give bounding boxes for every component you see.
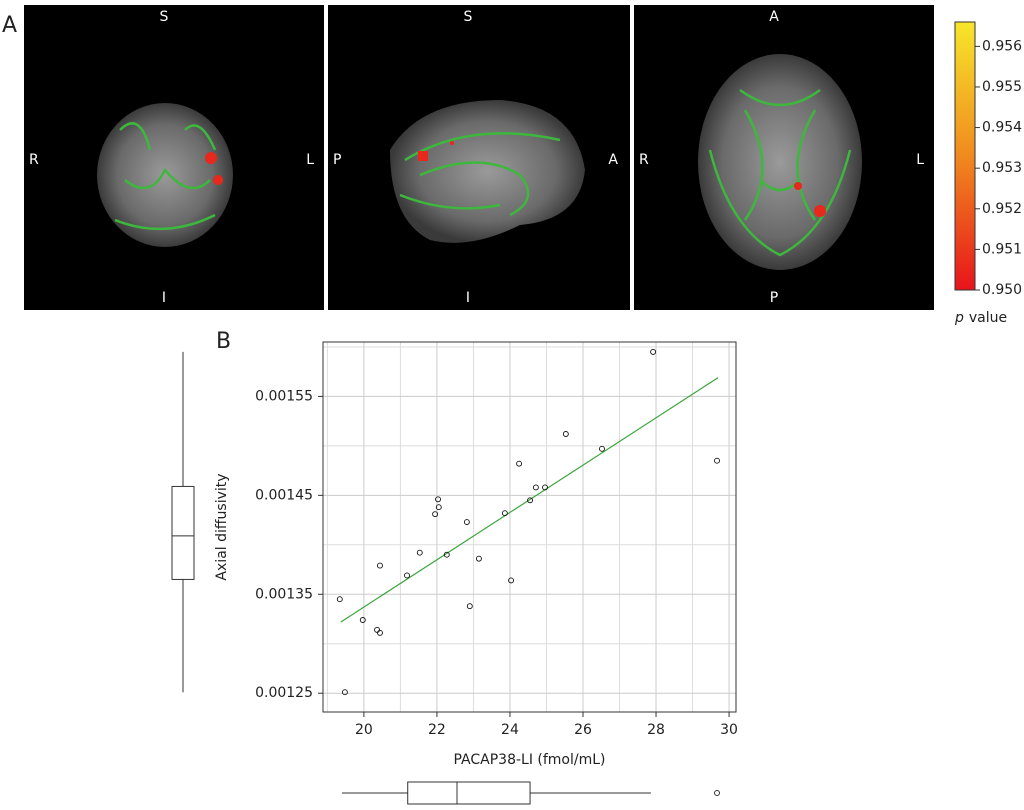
orientation-label: P bbox=[770, 290, 778, 306]
data-point bbox=[516, 460, 523, 467]
orientation-label: L bbox=[306, 152, 314, 168]
data-point bbox=[416, 549, 423, 556]
panel-label: A bbox=[2, 13, 17, 38]
colorbar-tick-label: 0.953 bbox=[982, 160, 1022, 176]
data-point bbox=[336, 596, 343, 603]
x-tick-label: 30 bbox=[720, 722, 738, 738]
orientation-label: R bbox=[29, 152, 39, 168]
panel-label: B bbox=[216, 329, 231, 354]
y-tick-label: 0.00155 bbox=[255, 388, 313, 404]
data-point bbox=[714, 457, 720, 464]
colorbar-title: p value bbox=[954, 310, 1007, 326]
orientation-label: L bbox=[916, 152, 924, 168]
colorbar-tick-label: 0.950 bbox=[982, 282, 1022, 298]
box-outlier bbox=[714, 790, 721, 796]
orientation-label: I bbox=[466, 290, 470, 306]
orientation-label: P bbox=[333, 152, 341, 168]
data-point bbox=[599, 445, 605, 452]
x-tick-label: 22 bbox=[428, 722, 446, 738]
y-axis-label: Axial diffusivity bbox=[214, 473, 230, 580]
orientation-label: A bbox=[608, 152, 618, 168]
x-tick-label: 20 bbox=[355, 722, 373, 738]
axial-view bbox=[634, 5, 934, 310]
data-point bbox=[404, 572, 410, 579]
x-tick-label: 28 bbox=[647, 722, 665, 738]
data-point bbox=[432, 511, 439, 518]
y-tick-label: 0.00135 bbox=[255, 586, 313, 602]
colorbar-title-text: value bbox=[969, 310, 1007, 326]
plot-frame bbox=[322, 341, 737, 713]
colorbar-title-italic: p bbox=[954, 310, 964, 326]
data-point bbox=[532, 484, 539, 491]
data-point bbox=[359, 617, 366, 623]
colorbar-tick-label: 0.955 bbox=[982, 79, 1022, 95]
data-point bbox=[466, 603, 473, 610]
data-point bbox=[562, 431, 569, 437]
data-point bbox=[542, 484, 548, 491]
y-tick-label: 0.00145 bbox=[255, 487, 313, 503]
orientation-label: S bbox=[160, 9, 169, 25]
data-point bbox=[527, 497, 533, 504]
data-point bbox=[475, 555, 482, 562]
orientation-label: A bbox=[769, 9, 779, 25]
orientation-label: S bbox=[464, 9, 473, 25]
orientation-label: I bbox=[162, 290, 166, 306]
data-point bbox=[435, 496, 441, 503]
data-point bbox=[443, 551, 450, 558]
data-point bbox=[435, 504, 442, 511]
data-point bbox=[508, 577, 515, 584]
regression-line bbox=[340, 377, 719, 623]
colorbar-tick-label: 0.951 bbox=[982, 241, 1022, 257]
orientation-label: R bbox=[639, 152, 649, 168]
data-point bbox=[377, 629, 383, 636]
y-tick-label: 0.00125 bbox=[255, 685, 313, 701]
data-point bbox=[501, 510, 508, 517]
data-point bbox=[650, 348, 657, 355]
colorbar-tick-label: 0.956 bbox=[982, 38, 1022, 54]
x-axis-label: PACAP38-LI (fmol/mL) bbox=[453, 752, 605, 768]
box bbox=[171, 485, 195, 580]
data-point bbox=[341, 689, 348, 696]
data-point bbox=[463, 519, 470, 526]
data-point bbox=[377, 562, 383, 569]
x-tick-label: 24 bbox=[501, 722, 519, 738]
colorbar-tick-label: 0.952 bbox=[982, 201, 1022, 217]
data-point bbox=[374, 626, 380, 633]
colorbar bbox=[954, 21, 976, 291]
coronal-view bbox=[24, 5, 324, 310]
box bbox=[407, 781, 531, 805]
sagittal-view bbox=[328, 5, 630, 310]
colorbar-tick-label: 0.954 bbox=[982, 120, 1022, 136]
x-tick-label: 26 bbox=[574, 722, 592, 738]
